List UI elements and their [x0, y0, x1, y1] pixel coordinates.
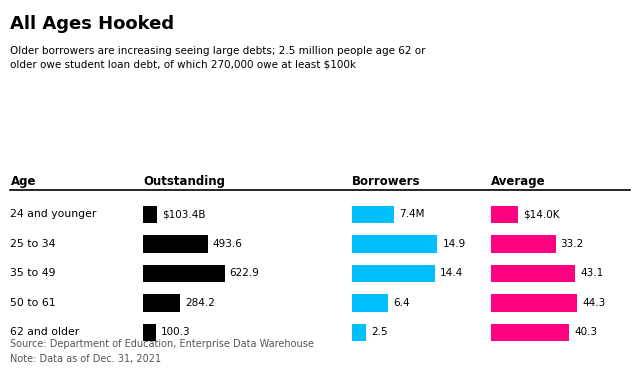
Text: 100.3: 100.3 [161, 327, 191, 338]
Text: 6.4: 6.4 [394, 298, 410, 308]
Text: 50 to 61: 50 to 61 [10, 298, 56, 308]
Text: 25 to 34: 25 to 34 [10, 239, 56, 249]
Text: 14.9: 14.9 [442, 239, 466, 249]
Text: Average: Average [490, 175, 545, 188]
Text: Source: Department of Education, Enterprise Data Warehouse
Note: Data as of Dec.: Source: Department of Education, Enterpr… [10, 339, 314, 364]
Text: 7.4M: 7.4M [399, 209, 425, 219]
Text: Outstanding: Outstanding [143, 175, 225, 188]
Bar [490, 265, 575, 282]
Text: Age: Age [10, 175, 36, 188]
Text: 40.3: 40.3 [575, 327, 598, 338]
Bar [143, 235, 208, 253]
Bar [143, 206, 157, 223]
Bar [351, 265, 435, 282]
Text: 24 and younger: 24 and younger [10, 209, 97, 219]
Bar [490, 294, 577, 311]
Text: 33.2: 33.2 [561, 239, 584, 249]
Bar [351, 235, 437, 253]
Text: 622.9: 622.9 [230, 269, 260, 278]
Text: 2.5: 2.5 [371, 327, 388, 338]
Bar [351, 206, 394, 223]
Text: Borrowers: Borrowers [351, 175, 420, 188]
Text: Older borrowers are increasing seeing large debts; 2.5 million people age 62 or
: Older borrowers are increasing seeing la… [10, 46, 426, 69]
Text: All Ages Hooked: All Ages Hooked [10, 15, 175, 33]
Bar [351, 324, 366, 341]
Text: 62 and older: 62 and older [10, 327, 80, 338]
Text: 43.1: 43.1 [580, 269, 604, 278]
Text: 35 to 49: 35 to 49 [10, 269, 56, 278]
Bar [351, 294, 388, 311]
Bar [490, 206, 518, 223]
Text: $14.0K: $14.0K [523, 209, 559, 219]
Bar [490, 324, 570, 341]
Text: 44.3: 44.3 [582, 298, 605, 308]
Text: 284.2: 284.2 [186, 298, 215, 308]
Text: 14.4: 14.4 [440, 269, 463, 278]
Text: 493.6: 493.6 [212, 239, 243, 249]
Text: $103.4B: $103.4B [162, 209, 205, 219]
Bar [143, 265, 225, 282]
Bar [143, 324, 156, 341]
Bar [143, 294, 180, 311]
Bar [490, 235, 556, 253]
